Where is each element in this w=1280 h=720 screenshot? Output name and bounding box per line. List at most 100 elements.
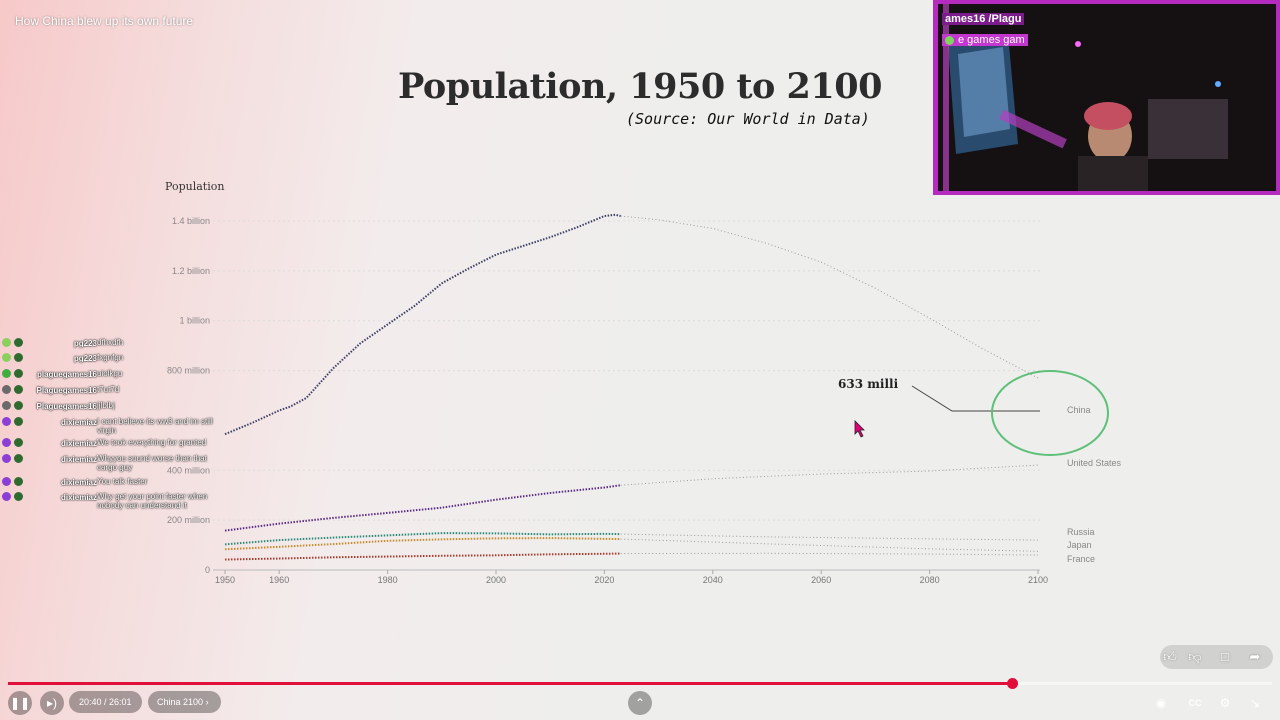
chat-text: I cant believe its ww3 and im still virg… xyxy=(97,417,213,435)
chat-username: pg223 xyxy=(73,354,97,363)
chevron-right-icon: › xyxy=(205,697,209,707)
chat-message: pg223 dfhxdfh xyxy=(0,336,230,350)
badge-icon xyxy=(2,454,11,463)
chat-message: dixiemiaz I cant believe its ww3 and im s… xyxy=(0,415,230,435)
series-line xyxy=(224,552,621,561)
chat-text: You talk faster xyxy=(97,477,148,486)
y-tick-label: 200 million xyxy=(167,515,210,525)
chat-text: t7ut7d xyxy=(97,385,120,394)
chat-username: dixiemiaz xyxy=(60,478,97,487)
series-line xyxy=(224,532,621,546)
volume-button[interactable]: ▸) xyxy=(40,691,64,715)
thumbs-down-icon[interactable]: 👎︎ xyxy=(1188,649,1202,664)
webcam-feed: ames16 /Plagu e games gam xyxy=(938,4,1276,191)
chat-username: dixiemiaz xyxy=(60,493,97,502)
chat-text: Whyyou sound worse than that cargo guy xyxy=(97,454,207,472)
thumbs-up-icon[interactable]: 👍︎ xyxy=(1163,649,1177,664)
webcam-game-text: e games gam xyxy=(958,34,1025,46)
chat-text: fxgnfgn xyxy=(97,353,124,362)
series-label: China xyxy=(1067,405,1091,415)
series-projection-line xyxy=(620,533,1039,541)
webcam-name-label: ames16 /Plagu xyxy=(942,13,1025,25)
chat-message: Plaguegames16 jjlblbj xyxy=(0,399,230,413)
avatar-icon xyxy=(14,438,23,447)
progress-knob[interactable] xyxy=(1006,678,1018,689)
series-label: Japan xyxy=(1067,540,1092,550)
x-tick-label: 2100 xyxy=(1028,575,1048,585)
x-tick-label: 1960 xyxy=(269,575,289,585)
chat-text: jjlblbj xyxy=(97,401,115,410)
annotation-leader-line xyxy=(911,385,1040,412)
autoplay-icon[interactable]: ◉ xyxy=(1155,696,1167,710)
avatar-icon xyxy=(14,401,23,410)
avatar-icon xyxy=(14,477,23,486)
chat-username: pg223 xyxy=(73,339,97,348)
badge-icon xyxy=(2,385,11,394)
avatar-icon xyxy=(14,417,23,426)
avatar-icon xyxy=(14,385,23,394)
x-tick-label: 1980 xyxy=(378,575,398,585)
badge-icon xyxy=(2,369,11,378)
badge-icon xyxy=(2,401,11,410)
status-dot-icon xyxy=(945,36,954,45)
series-label: France xyxy=(1067,554,1095,564)
chat-message: dixiemiaz We took everything for granted xyxy=(0,436,230,450)
chat-message: pg223 fxgnfgn xyxy=(0,351,230,365)
annotation-circle xyxy=(991,370,1109,456)
y-tick-label: 400 million xyxy=(167,465,210,475)
series-projection-line xyxy=(620,215,1039,379)
share-icon[interactable]: ➦ xyxy=(1249,649,1261,664)
y-axis-title: Population xyxy=(165,180,224,193)
series-line xyxy=(224,537,621,551)
avatar-icon xyxy=(14,454,23,463)
y-tick-label: 0 xyxy=(205,565,210,575)
chat-text: Why get your point faster when nobody ca… xyxy=(97,492,208,510)
x-tick-label: 2000 xyxy=(486,575,506,585)
chat-message: dixiemiaz You talk faster xyxy=(0,475,230,489)
exit-fullscreen-icon[interactable]: ↘ xyxy=(1249,696,1261,710)
chapter-button[interactable]: China 2100 › xyxy=(148,691,221,713)
slide-title: Population, 1950 to 2100 xyxy=(398,66,882,107)
chat-message: Plaguegames16 t7ut7d xyxy=(0,383,230,397)
expand-up-button[interactable]: ⌃ xyxy=(628,691,652,715)
y-tick-label: 1.2 billion xyxy=(172,266,210,276)
chapter-label: China 2100 xyxy=(157,697,204,707)
chat-username: dixiemiaz xyxy=(60,439,97,448)
progress-bar[interactable] xyxy=(8,678,1272,689)
x-tick-label: 2020 xyxy=(594,575,614,585)
chat-username: Plaguegames16 xyxy=(36,386,97,395)
avatar-icon xyxy=(14,369,23,378)
x-tick-label: 2060 xyxy=(811,575,831,585)
y-tick-label: 800 million xyxy=(167,366,210,376)
chat-text: We took everything for granted xyxy=(97,438,207,447)
chat-text: dfhxdfh xyxy=(97,338,124,347)
series-projection-line xyxy=(620,538,1039,552)
avatar-icon xyxy=(14,353,23,362)
action-bar xyxy=(1160,645,1273,669)
webcam-overlay: ames16 /Plagu e games gam xyxy=(933,0,1280,195)
cursor-icon xyxy=(854,420,865,438)
avatar-icon xyxy=(14,338,23,347)
chevron-up-icon: ⌃ xyxy=(634,696,646,710)
x-tick-label: 1950 xyxy=(215,575,235,585)
gear-icon[interactable]: ⚙ xyxy=(1219,696,1231,710)
series-label: United States xyxy=(1067,458,1122,468)
progress-fill xyxy=(8,682,1012,685)
captions-icon[interactable]: CC xyxy=(1188,698,1202,708)
pause-button[interactable]: ❚❚ xyxy=(8,691,32,715)
badge-icon xyxy=(2,338,11,347)
badge-icon xyxy=(2,438,11,447)
series-projection-line xyxy=(620,552,1039,556)
comment-icon[interactable]: □ xyxy=(1221,649,1229,664)
chat-message: dixiemiaz Why get your point faster when … xyxy=(0,490,230,510)
slide-source: (Source: Our World in Data) xyxy=(626,110,870,128)
chat-username: dixiemiaz xyxy=(60,418,97,427)
webcam-scene xyxy=(938,4,1276,191)
chat-message: plaguegames16 uiolkgu xyxy=(0,367,230,381)
badge-icon xyxy=(2,353,11,362)
chat-username: dixiemiaz xyxy=(60,455,97,464)
player-controls: ❚❚ ▸) 20:40 / 26:01 China 2100 › ⌃ ◉ CC … xyxy=(0,670,1280,720)
series-line xyxy=(224,213,621,436)
y-tick-label: 1.4 billion xyxy=(172,216,210,226)
